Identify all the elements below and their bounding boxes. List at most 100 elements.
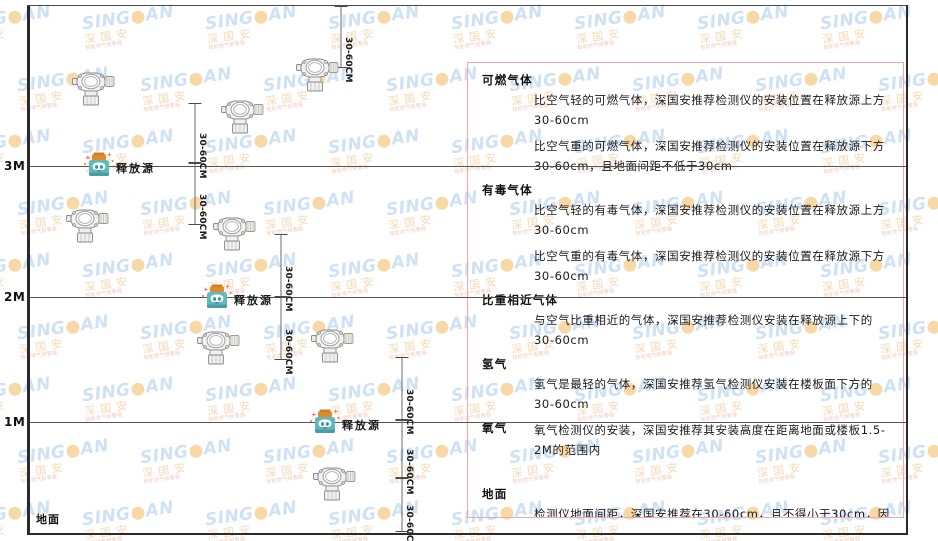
level-label: 2M xyxy=(4,290,26,304)
source-leader-line xyxy=(186,166,195,167)
watermark-brand: SING●AN xyxy=(15,311,111,345)
info-paragraph: 比空气重的可燃气体，深国安推荐检测仪的安装位置在释放源下方30-60cm，且地面… xyxy=(534,139,885,173)
dimension-marker: 30-60CM xyxy=(394,420,414,495)
dimension-label: 30-60CM xyxy=(404,505,414,541)
watermark-sub: 智能燃气报警器 xyxy=(20,474,58,486)
info-section: 可燃气体 比空气轻的可燃气体，深国安推荐检测仪的安装位置在释放源上方30-60cm… xyxy=(482,72,893,176)
level-line xyxy=(30,422,906,423)
watermark-brand: SING●AN xyxy=(261,187,357,221)
dimension-label: 30-60CM xyxy=(343,37,353,83)
ground-label: 地面 xyxy=(36,513,60,526)
dimension-tick-bottom xyxy=(188,162,202,163)
watermark-brand: SING●AN xyxy=(326,373,422,407)
info-section-body: 检测仪地面间距，深国安推荐在30-60cm，且不得小于30cm，因为过低容易水溅… xyxy=(482,504,893,518)
level-label: 3M xyxy=(4,159,26,173)
info-section-heading: 可燃气体 xyxy=(482,73,533,87)
release-source-icon xyxy=(200,281,234,315)
watermark-chinese: 深国安 xyxy=(264,212,314,233)
dimension-tick-bottom xyxy=(395,531,409,532)
gas-detector-icon xyxy=(70,68,116,106)
watermark-brand: SING●AN xyxy=(0,373,53,407)
dimension-tick-bottom xyxy=(188,224,202,225)
info-section: 氢气氢气是最轻的气体，深国安推荐氢气检测仪安装在楼板面下方的30-60cm xyxy=(482,356,893,414)
gas-detector-icon xyxy=(64,205,110,243)
gas-detector-icon xyxy=(219,96,265,134)
dimension-tick-top xyxy=(188,103,202,104)
info-paragraph: 比空气轻的可燃气体，深国安推荐检测仪的安装位置在释放源上方30-60cm xyxy=(534,93,885,127)
watermark-sub: 智能燃气报警器 xyxy=(331,164,369,176)
watermark-chinese: 深国安 xyxy=(821,26,871,47)
info-paragraph: 检测仪地面间距，深国安推荐在30-60cm，且不得小于30cm，因为过低容易水溅… xyxy=(534,507,890,518)
watermark-sub: 智能燃气报警器 xyxy=(266,102,304,114)
watermark-brand: SING●AN xyxy=(80,497,176,531)
info-section: 比重相近气体 与空气比重相近的气体，深国安推荐检测仪安装在释放源上下的30-60c… xyxy=(482,292,893,350)
dimension-tick-top xyxy=(395,420,409,421)
dimension-line xyxy=(340,6,342,68)
dimension-marker: 30-60CM xyxy=(273,234,293,311)
info-section-heading: 氢气 xyxy=(482,357,508,371)
dimension-tick-bottom xyxy=(274,296,288,297)
watermark-chinese: 深国安 xyxy=(0,398,10,419)
section-spacer xyxy=(482,467,893,483)
dimension-marker: 30-60CM xyxy=(187,163,207,240)
watermark-sub: 智能燃气报警器 xyxy=(208,164,246,176)
gas-detector-icon xyxy=(211,213,257,251)
watermark-brand: SING●AN xyxy=(0,125,53,159)
dimension-label: 30-60CM xyxy=(197,194,207,240)
dimension-tick-top xyxy=(334,6,348,7)
level-label: 1M xyxy=(4,415,26,429)
info-section-body: 氢气是最轻的气体，深国安推荐氢气检测仪安装在楼板面下方的30-60cm xyxy=(482,374,893,414)
info-paragraph: 比空气重的有毒气体，深国安推荐检测仪的安装位置在释放源下方30-60cm xyxy=(534,249,885,283)
watermark-brand: SING●AN xyxy=(138,63,234,97)
dimension-marker: 30-60CM xyxy=(187,103,207,179)
dimension-tick-top xyxy=(395,478,409,479)
watermark-brand: SING●AN xyxy=(203,373,299,407)
release-source-icon xyxy=(82,149,116,183)
watermark-sub: 智能燃气报警器 xyxy=(143,474,181,486)
dimension-marker: 30-60CM xyxy=(394,357,414,434)
watermark-chinese: 深国安 xyxy=(83,26,133,47)
watermark-sub: 智能燃气报警器 xyxy=(85,412,123,424)
dimension-tick-bottom xyxy=(334,67,348,68)
watermark-brand: SING●AN xyxy=(326,125,422,159)
dimension-marker: 30-60CM xyxy=(333,6,353,83)
gas-detector-icon xyxy=(195,327,241,365)
watermark-brand: SING●AN xyxy=(138,435,234,469)
watermark-sub: 智能燃气报警器 xyxy=(85,40,123,52)
gas-detector-icon xyxy=(311,463,357,501)
dimension-line xyxy=(280,297,282,360)
info-section-body: 比空气轻的可燃气体，深国安推荐检测仪的安装位置在释放源上方30-60cm 比空气重… xyxy=(482,90,893,176)
frame-left-border xyxy=(27,5,30,534)
dimension-marker: 30-60CM xyxy=(394,478,414,541)
level-line xyxy=(30,297,906,298)
info-section: 氧气 氧气检测仪的安装，深国安推荐其安装高度在距离地面或楼板1.5-2M的范围内 xyxy=(482,420,893,466)
release-source-label: 释放源 xyxy=(116,162,155,175)
watermark-brand: SING●AN xyxy=(80,373,176,407)
watermark-sub: 智能燃气报警器 xyxy=(577,40,615,52)
info-section: 地面检测仪地面间距，深国安推荐在30-60cm，且不得小于30cm，因为过低容易… xyxy=(482,486,893,518)
dimension-line xyxy=(401,420,403,478)
watermark-chinese: 深国安 xyxy=(0,26,10,47)
watermark-brand: SING●AN xyxy=(15,435,111,469)
watermark-chinese: 深国安 xyxy=(329,522,379,541)
watermark-sub: 智能燃气报警器 xyxy=(454,40,492,52)
watermark-chinese: 深国安 xyxy=(83,398,133,419)
frame-top-border xyxy=(27,5,908,6)
dimension-label: 30-60CM xyxy=(283,328,293,375)
watermark-sub: 智能燃气报警器 xyxy=(331,288,369,300)
watermark-chinese: 深国安 xyxy=(141,460,191,481)
watermark-brand: SING●AN xyxy=(80,249,176,283)
dimension-tick-top xyxy=(274,297,288,298)
release-source-icon xyxy=(308,406,342,440)
